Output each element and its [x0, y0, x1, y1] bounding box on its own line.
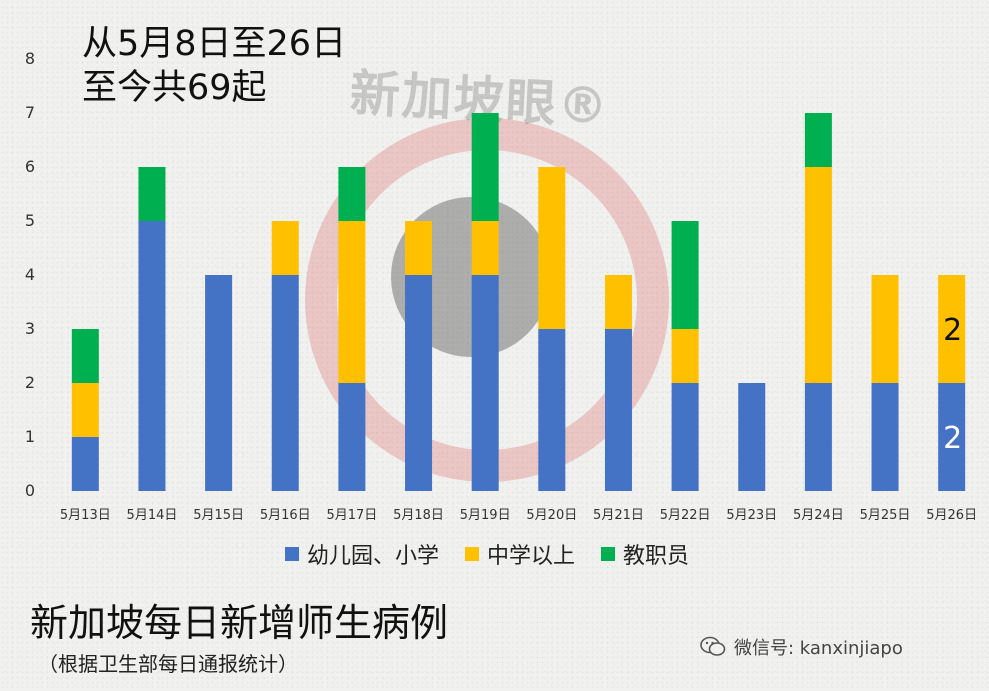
bar-segment — [271, 275, 299, 491]
bar-segment — [938, 383, 966, 491]
bar-segment — [804, 383, 832, 491]
x-tick-label: 5月26日 — [926, 508, 977, 523]
bar-segment — [71, 437, 99, 491]
bar-segment — [338, 221, 366, 383]
y-tick-label: 0 — [25, 481, 35, 500]
bar-segment — [538, 167, 566, 329]
y-tick-label: 4 — [25, 265, 35, 284]
x-tick-label: 5月21日 — [593, 508, 644, 523]
x-tick-label: 5月14日 — [127, 508, 178, 523]
x-tick-label: 5月23日 — [726, 508, 777, 523]
bar-segment — [671, 383, 699, 491]
bar-segment — [205, 275, 233, 491]
data-label: 2 — [943, 313, 962, 348]
bar-segment — [138, 167, 166, 221]
x-tick-label: 5月25日 — [860, 508, 911, 523]
chart-title: 新加坡每日新增师生病例 — [30, 601, 449, 645]
bar-segment — [405, 221, 433, 275]
legend-swatch — [285, 547, 299, 561]
bar-segment — [405, 275, 433, 491]
bar-segment — [738, 383, 766, 491]
legend-label: 中学以上 — [487, 544, 576, 569]
annotation-line-1: 从5月8日至26日 — [82, 24, 347, 64]
x-tick-label: 5月17日 — [326, 508, 377, 523]
bar-segment — [538, 329, 566, 491]
x-tick-label: 5月13日 — [60, 508, 111, 523]
y-tick-label: 2 — [25, 373, 35, 392]
bar-segment — [871, 275, 899, 383]
bar-segment — [471, 275, 499, 491]
bar-segment — [338, 167, 366, 221]
annotation-line-2: 至今共69起 — [82, 68, 267, 108]
bar-segment — [604, 329, 632, 491]
x-tick-label: 5月20日 — [526, 508, 577, 523]
data-label: 2 — [943, 421, 962, 456]
legend-swatch — [465, 547, 480, 561]
bar-segment — [138, 221, 166, 491]
legend-label: 教职员 — [623, 544, 690, 569]
bar-segment — [871, 383, 899, 491]
bar-segment — [938, 275, 966, 383]
bar-segment — [604, 275, 632, 329]
chart-annotation: 从5月8日至26日 至今共69起 — [82, 22, 346, 110]
legend-item: 中学以上 — [465, 538, 575, 570]
y-tick-label: 3 — [25, 319, 35, 338]
bar-segment — [71, 329, 99, 383]
legend-item: 幼儿园、小学 — [285, 538, 439, 570]
legend-item: 教职员 — [601, 538, 689, 570]
x-tick-label: 5月24日 — [793, 508, 844, 523]
bar-segment — [471, 221, 499, 275]
bar-segment — [271, 221, 299, 275]
stacked-bar-chart: 0 1 2 3 4 5 6 7 8 5月13日 5月14日 5月15日 5月16日 5月17日 5月18日 5… — [25, 49, 977, 523]
bar-segment — [471, 113, 499, 221]
y-tick-label: 7 — [25, 103, 35, 122]
chart-subtitle: （根据卫生部每日通报统计） — [38, 652, 298, 676]
bar-segment — [671, 329, 699, 383]
bar-segment — [671, 221, 699, 329]
bar-segment — [804, 167, 832, 383]
x-tick-label: 5月18日 — [393, 508, 444, 523]
wechat-credit: 微信号: kanxinjiapo — [700, 634, 903, 660]
chart-legend: 幼儿园、小学 中学以上 教职员 — [285, 538, 689, 570]
x-tick-label: 5月19日 — [460, 508, 511, 523]
y-tick-label: 8 — [25, 49, 35, 68]
wechat-icon — [700, 636, 726, 656]
x-tick-label: 5月22日 — [660, 508, 711, 523]
x-tick-label: 5月16日 — [260, 508, 311, 523]
legend-label: 幼儿园、小学 — [307, 544, 440, 569]
credit-text: 微信号: kanxinjiapo — [734, 638, 903, 659]
y-tick-label: 5 — [25, 211, 35, 230]
y-tick-label: 1 — [25, 427, 35, 446]
bar-segment — [71, 383, 99, 437]
x-tick-label: 5月15日 — [193, 508, 244, 523]
bar-segment — [804, 113, 832, 167]
bar-segment — [338, 383, 366, 491]
legend-swatch — [601, 547, 616, 561]
y-tick-label: 6 — [25, 157, 35, 176]
